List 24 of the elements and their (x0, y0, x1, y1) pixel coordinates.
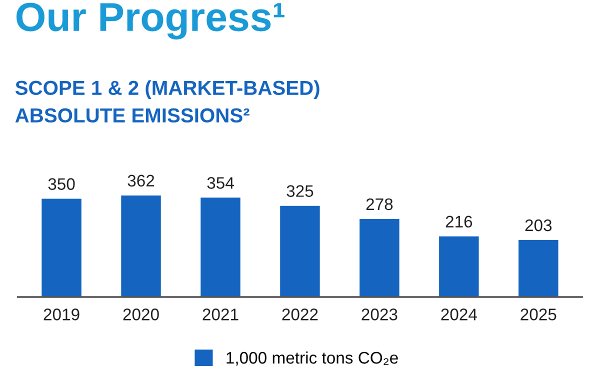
bar (518, 240, 558, 298)
x-tick-label: 2025 (520, 308, 556, 320)
data-label: 203 (525, 219, 552, 232)
bar (439, 236, 479, 298)
data-label: 278 (366, 198, 393, 210)
bar (360, 219, 400, 298)
x-tick-label: 2020 (123, 308, 159, 320)
chart-subtitle: SCOPE 1 & 2 (MARKET-BASED) ABSOLUTE EMISSIONS² (15, 80, 320, 123)
data-label: 325 (286, 185, 314, 197)
x-tick-label: 2024 (441, 308, 477, 320)
bar (121, 195, 161, 298)
chart-title: Our Progress¹ (16, 2, 284, 40)
x-tick-label: 2023 (362, 308, 398, 320)
bar (280, 206, 320, 298)
x-tick-label: 2022 (282, 308, 318, 320)
data-label: 216 (446, 216, 472, 228)
x-tick-label: 2019 (44, 308, 80, 320)
data-label: 354 (207, 177, 234, 189)
data-label: 362 (128, 174, 154, 187)
legend-label: 1,000 metric tons CO₂e (226, 351, 398, 366)
bar (42, 198, 82, 298)
bar (200, 198, 240, 298)
data-label: 350 (48, 178, 75, 190)
x-tick-label: 2021 (202, 308, 238, 320)
